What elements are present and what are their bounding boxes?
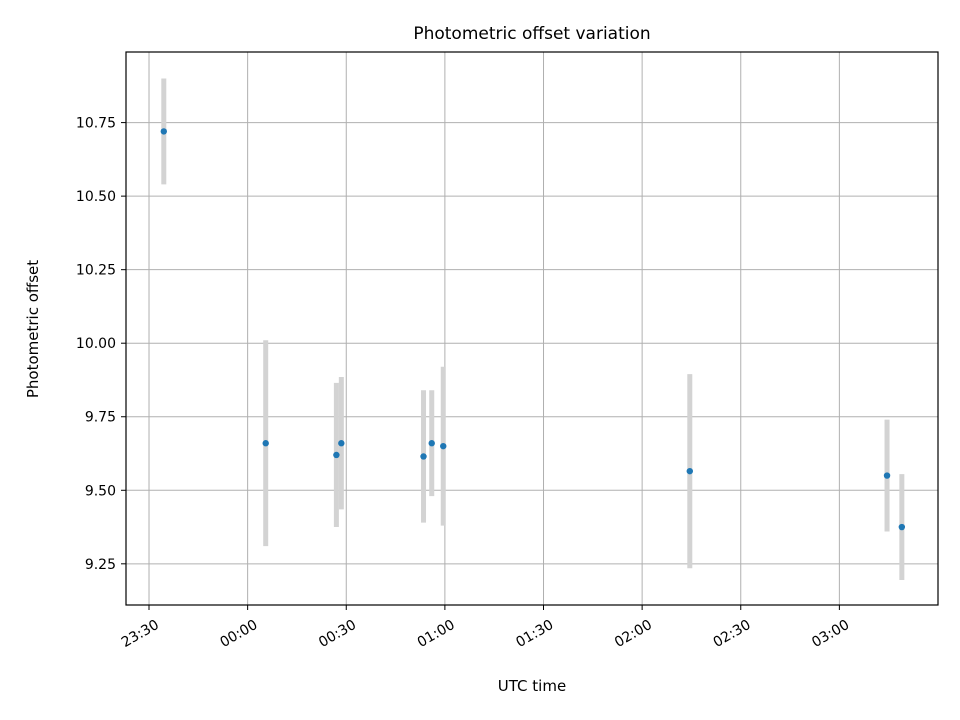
x-tick-label: 01:30 xyxy=(513,617,556,651)
data-point xyxy=(262,440,269,447)
data-point xyxy=(333,451,340,459)
x-tick-label: 03:00 xyxy=(809,617,852,651)
x-axis-label: UTC time xyxy=(498,677,566,695)
data-point xyxy=(338,440,345,447)
y-axis-ticks: 9.25 9.50 9.75 10.00 10.25 10.50 10.75 xyxy=(76,116,126,573)
y-tick-label: 10.75 xyxy=(76,116,116,132)
plot-frame xyxy=(125,51,939,606)
x-axis-ticks: 23:30 00:00 00:30 01:00 01:30 02:00 02:30 03:00 xyxy=(119,605,852,651)
y-tick-label: 10.25 xyxy=(76,263,116,279)
data-point xyxy=(440,442,447,450)
data-points xyxy=(160,128,906,531)
chart-title: Photometric offset variation xyxy=(413,24,650,44)
x-tick-label: 02:00 xyxy=(612,617,655,651)
data-point xyxy=(898,523,906,531)
y-tick-label: 10.00 xyxy=(76,336,116,352)
data-point xyxy=(686,467,693,475)
error-bars xyxy=(161,78,905,580)
x-tick-label: 02:30 xyxy=(711,617,754,651)
data-point xyxy=(428,440,435,447)
y-tick-label: 10.50 xyxy=(76,189,116,205)
data-point xyxy=(883,472,891,479)
x-tick-label: 00:00 xyxy=(217,617,260,651)
y-tick-label: 9.50 xyxy=(85,483,116,499)
x-tick-label: 01:00 xyxy=(415,617,458,651)
x-tick-label: 00:30 xyxy=(316,617,359,651)
x-tick-label: 23:30 xyxy=(119,617,162,651)
data-point xyxy=(160,128,168,135)
y-axis-label: Photometric offset xyxy=(24,260,42,398)
data-point xyxy=(420,453,427,460)
grid xyxy=(126,52,938,605)
y-tick-label: 9.75 xyxy=(85,410,116,426)
y-tick-label: 9.25 xyxy=(85,557,116,573)
